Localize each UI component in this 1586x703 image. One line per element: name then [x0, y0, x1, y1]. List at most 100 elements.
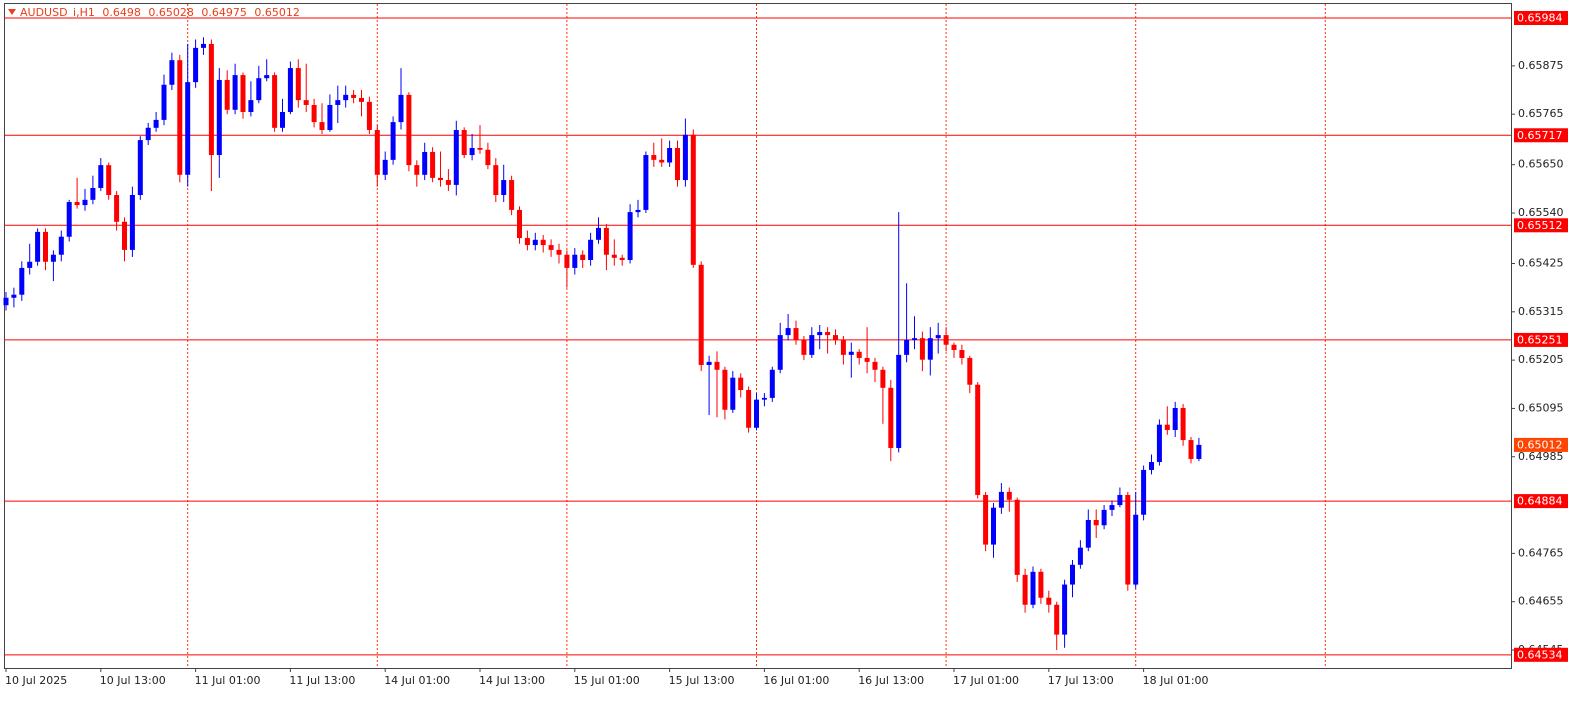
candle-body [319, 122, 325, 130]
candle-body [106, 165, 112, 195]
candle-body [564, 254, 570, 268]
candle-body [382, 159, 388, 175]
symbol: AUDUSD_i,H1 [20, 6, 95, 19]
x-tick-label: 18 Jul 01:00 [1143, 674, 1209, 687]
candle-body [193, 47, 199, 83]
candle-body [738, 377, 744, 390]
candle-body [216, 79, 222, 156]
x-tick-label: 16 Jul 13:00 [858, 674, 924, 687]
candle-body [1164, 424, 1170, 430]
level-price-label: 0.64534 [1517, 648, 1563, 661]
candle-body [761, 397, 767, 400]
candle-body [27, 261, 33, 268]
candle-body [90, 187, 96, 200]
y-tick-label: 0.65650 [1518, 158, 1564, 171]
y-tick-label: 0.65315 [1518, 305, 1564, 318]
level-price-label: 0.65512 [1517, 219, 1563, 232]
candle-body [754, 399, 759, 428]
candle-body [864, 357, 870, 362]
candle-body [572, 254, 578, 268]
candle-body [548, 245, 554, 250]
y-tick-label: 0.65095 [1518, 401, 1564, 414]
candle-body [453, 129, 459, 185]
candle-body [580, 254, 586, 260]
candle-body [272, 75, 278, 128]
candle-body [129, 194, 135, 250]
y-tick-label: 0.64985 [1518, 450, 1564, 463]
candle-body [1093, 519, 1099, 526]
last-high: 0.65028 [148, 6, 194, 19]
candle-body [35, 231, 41, 262]
candle-body [256, 78, 262, 101]
plot-frame [4, 3, 1512, 669]
candle-body [50, 254, 56, 262]
candle-body [224, 79, 230, 110]
candle-body [74, 202, 80, 206]
candle-body [746, 389, 752, 428]
candle-body [1030, 571, 1036, 605]
y-tick-label: 0.65765 [1518, 107, 1564, 120]
candle-body [872, 361, 878, 370]
candle-body [659, 159, 665, 163]
candle-body [627, 212, 633, 260]
x-tick-label: 11 Jul 01:00 [195, 674, 261, 687]
candle-body [1070, 564, 1075, 585]
candle-body [912, 338, 917, 340]
candle-body [1022, 574, 1028, 605]
candle-body [43, 231, 48, 262]
candle-body [919, 338, 925, 360]
candle-body [1077, 547, 1083, 565]
candle-body [153, 119, 159, 128]
candle-body [406, 94, 412, 166]
candle-body [1149, 462, 1154, 470]
current-price-box [1514, 437, 1568, 452]
candle-body [1141, 469, 1147, 515]
x-tick-label: 14 Jul 01:00 [384, 674, 450, 687]
candle-body [311, 104, 317, 123]
y-tick-label: 0.65875 [1518, 59, 1564, 72]
candle-body [461, 129, 467, 156]
candle-body [359, 97, 364, 102]
candle-body [730, 377, 736, 410]
candle-body [896, 354, 902, 448]
candle-body [817, 332, 823, 336]
candle-body [232, 75, 238, 110]
candle-body [509, 180, 515, 210]
last-low: 0.64975 [201, 6, 247, 19]
candle-body [208, 43, 214, 156]
candle-body [145, 127, 151, 141]
candle-body [998, 491, 1004, 508]
candle-body [540, 239, 546, 246]
candle-body [445, 180, 451, 185]
candle-body [398, 94, 404, 123]
candle-body [1054, 604, 1060, 635]
candle-body [951, 344, 957, 351]
x-tick-label: 17 Jul 13:00 [1048, 674, 1114, 687]
candle-body [114, 194, 120, 222]
candle-body [517, 209, 522, 239]
candle-body [1101, 509, 1107, 526]
x-tick-label: 17 Jul 01:00 [953, 674, 1019, 687]
candle-body [833, 335, 838, 340]
candle-body [904, 339, 910, 355]
candle-body [1046, 597, 1052, 605]
candle-body [596, 227, 601, 240]
candle-body [438, 177, 443, 181]
candle-body [611, 254, 617, 258]
candle-body [983, 494, 989, 545]
y-tick-label: 0.65425 [1518, 257, 1564, 270]
candle-body [264, 75, 270, 79]
candle-body [295, 68, 301, 101]
candle-body [524, 238, 530, 246]
candle-body [1062, 584, 1068, 635]
level-price-box [1514, 218, 1568, 233]
candle-body [430, 151, 436, 178]
candle-body [469, 148, 475, 156]
candle-body [793, 328, 799, 340]
candle-body [1006, 491, 1012, 500]
menu-triangle[interactable] [8, 9, 16, 15]
candle-body [1109, 505, 1115, 510]
candle-body [777, 335, 783, 370]
candle-body [635, 209, 641, 213]
level-price-box [1514, 128, 1568, 143]
